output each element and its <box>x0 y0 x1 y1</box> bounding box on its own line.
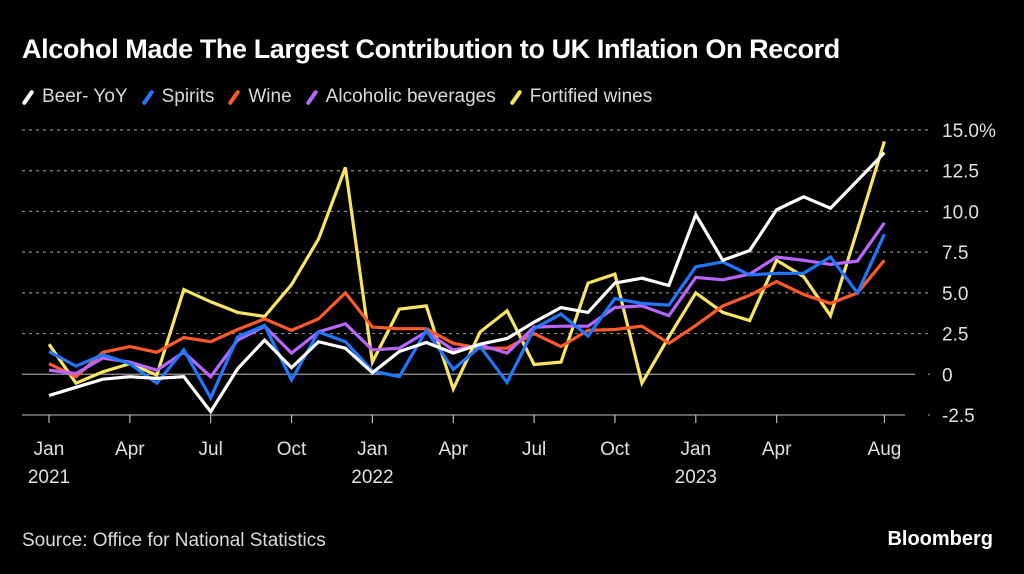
legend-label-wine: Wine <box>248 86 292 107</box>
x-tick-label: Jan <box>357 439 388 460</box>
legend-label-alcoholic-beverages: Alcoholic beverages <box>325 86 496 107</box>
legend-label-fortified-wines: Fortified wines <box>529 86 653 107</box>
y-tick-label: 10.0 <box>942 202 979 223</box>
legend-item-wine: Wine <box>227 86 292 108</box>
legend-item-beer: Beer- YoY <box>21 86 128 108</box>
x-tick-label: Aug <box>868 439 902 460</box>
x-tick-year-label: 2022 <box>351 467 393 488</box>
legend: Beer- YoY Spirits Wine Alcoholic beverag… <box>21 86 666 108</box>
y-tick-label: 5.0 <box>942 284 968 305</box>
legend-label-spirits: Spirits <box>161 86 215 107</box>
legend-item-alcoholic-beverages: Alcoholic beverages <box>305 86 496 108</box>
x-tick-label: Jul <box>199 439 223 460</box>
y-axis-labels: 15.0% 12.5 10.0 7.5 5.0 2.5 0 -2.5 <box>942 121 996 427</box>
x-tick-year-label: 2021 <box>28 467 70 488</box>
legend-item-spirits: Spirits <box>141 86 215 108</box>
gridlines <box>22 129 930 416</box>
x-tick-label: Jul <box>522 439 546 460</box>
y-tick-label: -2.5 <box>942 406 975 427</box>
bloomberg-logo: Bloomberg <box>887 528 993 550</box>
y-tick-label: 2.5 <box>942 325 968 346</box>
legend-label-beer: Beer- YoY <box>42 86 128 107</box>
y-tick-label: 7.5 <box>942 243 968 264</box>
x-tick-label: Apr <box>762 439 792 460</box>
y-tick-label: 15.0% <box>942 121 996 142</box>
legend-item-fortified-wines: Fortified wines <box>509 86 653 108</box>
x-tick-year-label: 2023 <box>675 467 717 488</box>
x-tick-label: Oct <box>600 439 630 460</box>
chart-title: Alcohol Made The Largest Contribution to… <box>22 34 840 64</box>
x-tick-label: Jan <box>34 439 65 460</box>
x-tick-label: Apr <box>115 439 145 460</box>
series-lines <box>47 140 886 415</box>
series-line-wine <box>48 259 886 379</box>
series-line-beer-yoy <box>48 151 886 415</box>
x-tick-label: Oct <box>277 439 307 460</box>
x-axis: Jan 2021 Apr Jul Oct Jan 2022 Apr Jul Oct Jan 2023 A… <box>28 415 901 488</box>
y-tick-label: 0 <box>942 365 953 386</box>
x-tick-label: Apr <box>438 439 468 460</box>
x-tick-label: Jan <box>680 439 711 460</box>
source-note: Source: Office for National Statistics <box>22 530 326 551</box>
y-tick-label: 12.5 <box>942 162 979 183</box>
series-line-spirits <box>48 233 886 402</box>
series-line-fortified-wines <box>47 140 886 394</box>
